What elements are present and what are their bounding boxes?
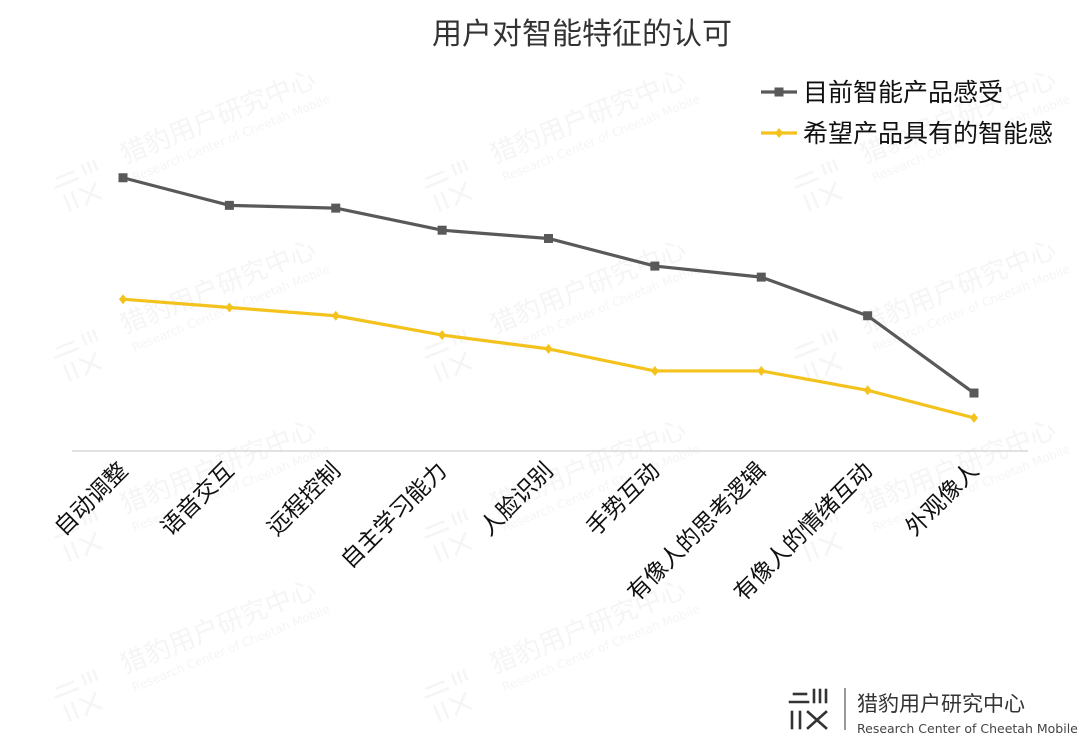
watermark-logo (54, 158, 103, 212)
series-layer (118, 173, 979, 423)
series-2-point (757, 365, 766, 376)
series-2-point (650, 365, 659, 376)
series-1-point (863, 311, 873, 321)
series-2-point (544, 343, 553, 354)
series-2-point (970, 412, 978, 423)
legend-label: 希望产品具有的智能感 (803, 119, 1053, 148)
legend-swatch-marker (775, 128, 783, 138)
legend-label: 目前智能产品感受 (803, 78, 1003, 107)
legend-swatch-marker (774, 87, 784, 97)
watermark-logo (794, 158, 843, 212)
series-2-point (331, 310, 340, 321)
series-1-point (331, 203, 341, 213)
series-1-point (224, 200, 234, 210)
brand-logo-mark (788, 688, 828, 730)
watermark-logo (54, 328, 103, 382)
series-1-point (544, 233, 553, 243)
series-2-point (119, 294, 127, 305)
watermark-logo (424, 668, 473, 722)
watermark-logo (54, 668, 103, 722)
watermark-logo (424, 158, 473, 212)
series-1-point (756, 272, 766, 282)
brand-org-name-en: Research Center of Cheetah Mobile (857, 721, 1078, 736)
series-2-point (438, 330, 447, 341)
series-2-point (863, 385, 872, 396)
series-1-point (437, 225, 447, 235)
watermark-logo (794, 328, 843, 382)
series-1-point (650, 261, 660, 271)
watermark-logo (424, 508, 473, 562)
series-2-point (225, 302, 234, 313)
chart-title: 用户对智能特征的认可 (432, 17, 732, 52)
watermark-logo (794, 508, 843, 562)
brand-logo: 猎豹用户研究中心 Research Center of Cheetah Mobi… (788, 688, 1078, 736)
series-1-point (969, 388, 979, 398)
brand-org-name: 猎豹用户研究中心 (857, 692, 1025, 716)
series-1-point (118, 173, 128, 183)
watermark-logo (54, 508, 103, 562)
x-tick-label: 自主学习能力 (336, 458, 452, 574)
